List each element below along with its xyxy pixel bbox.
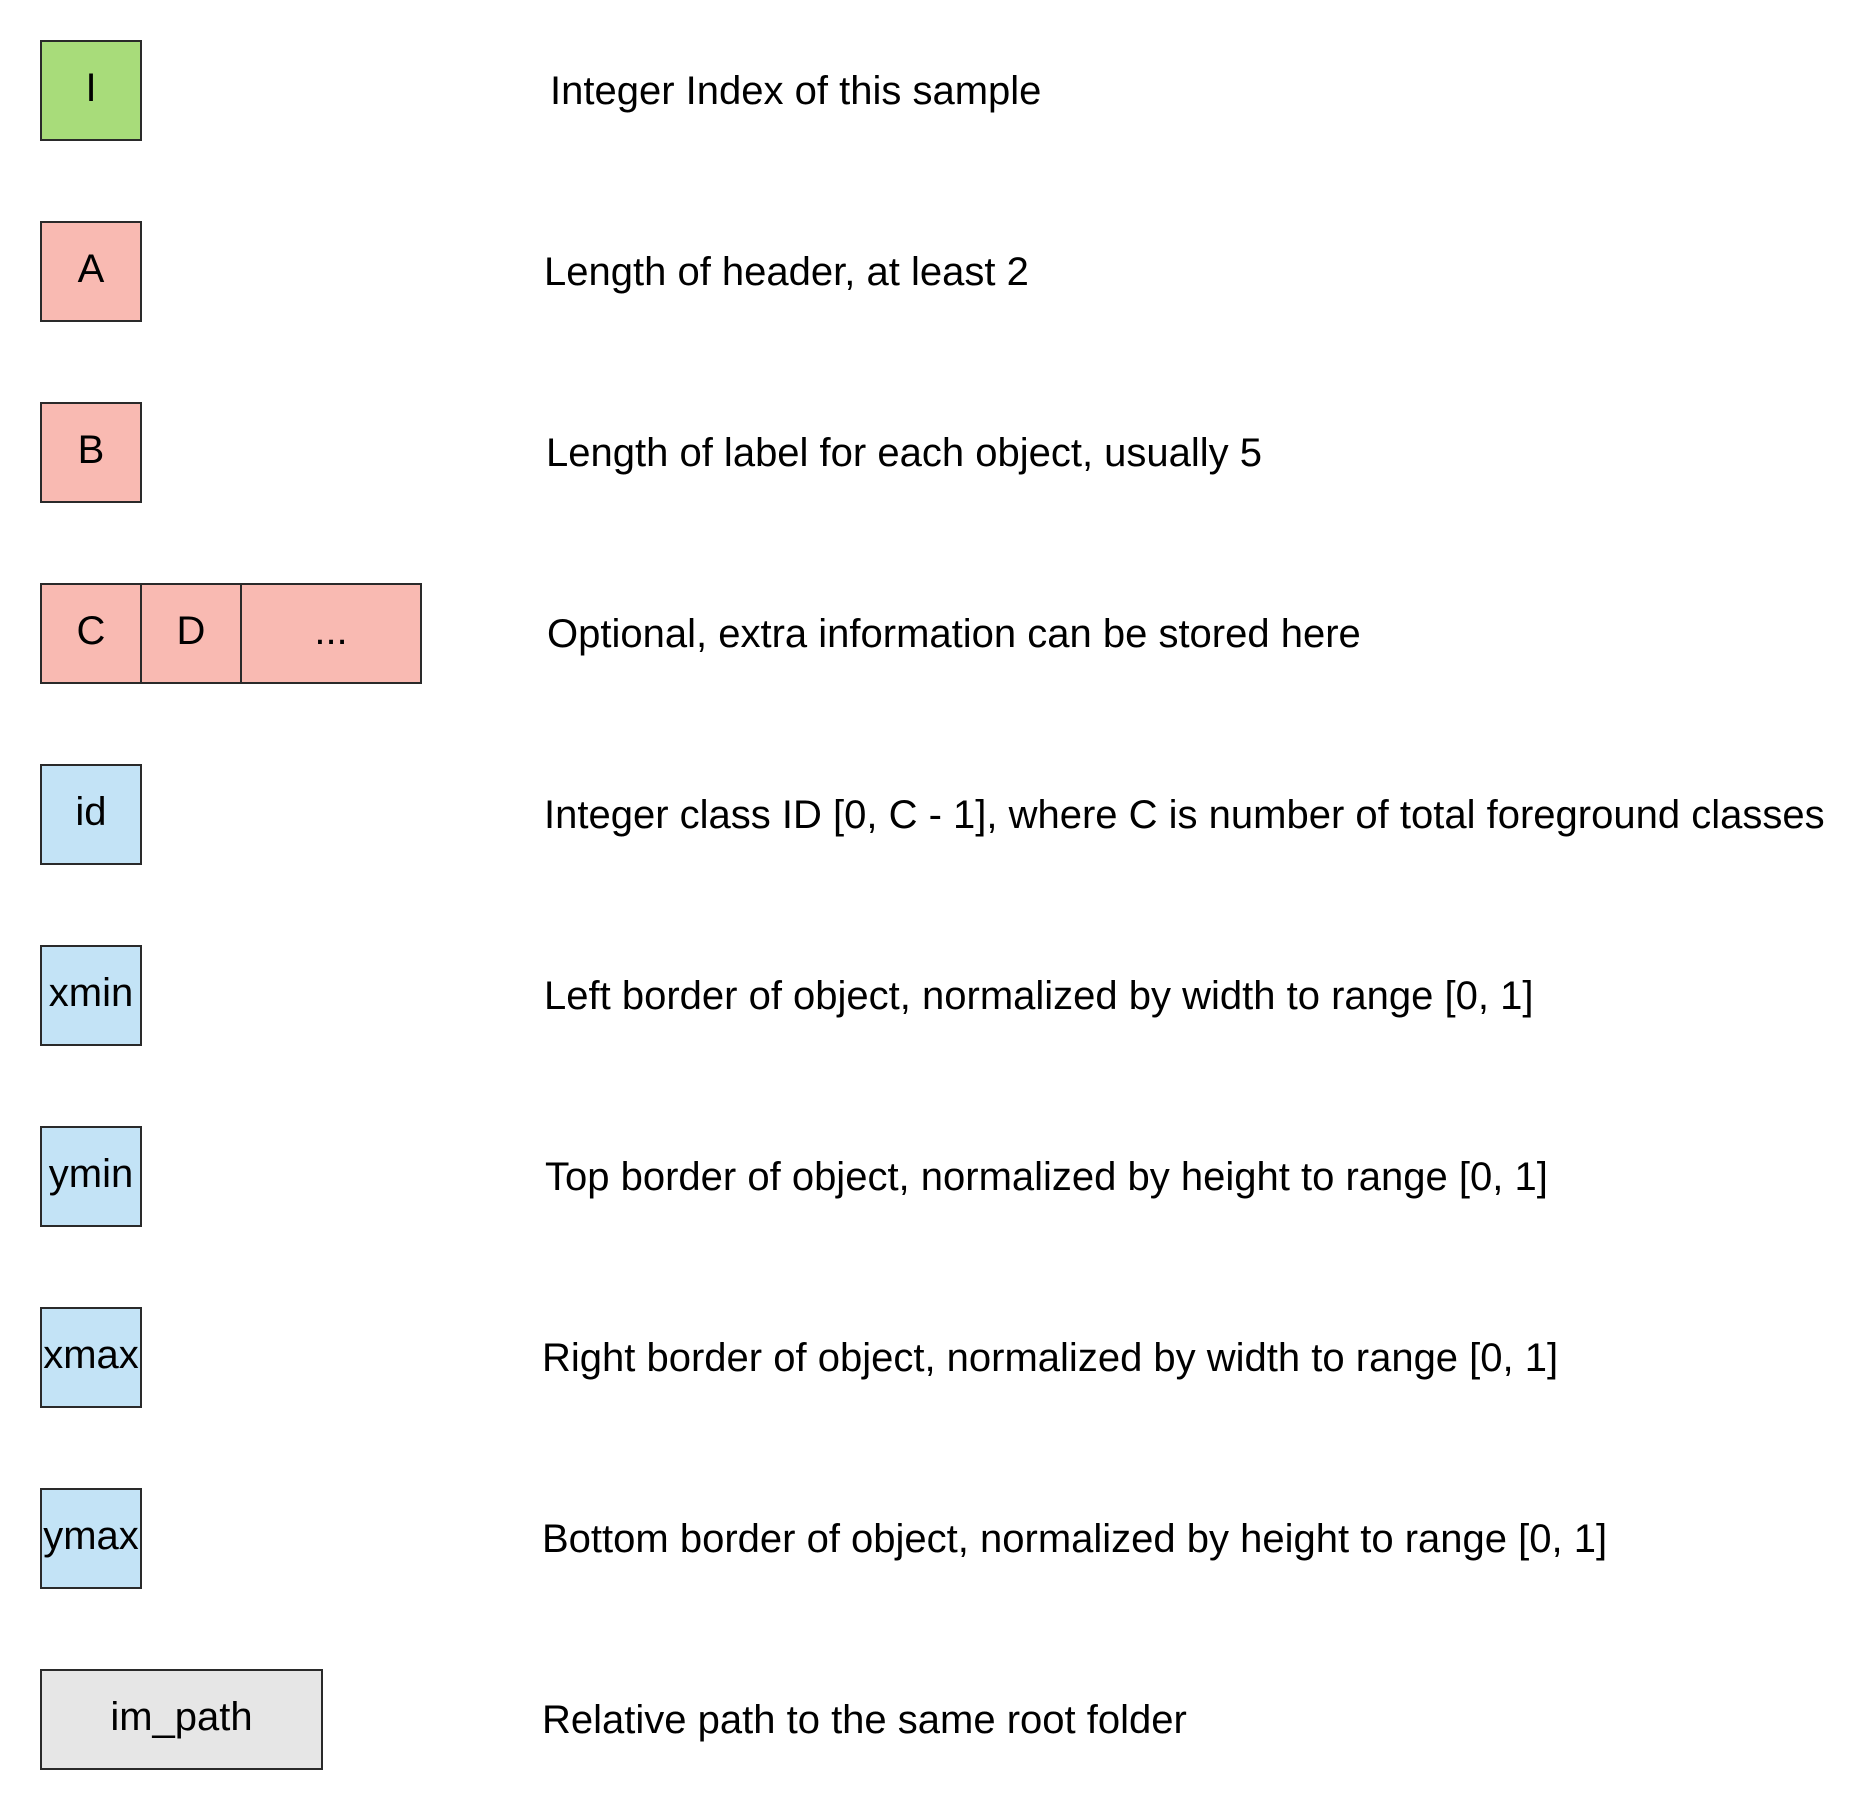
field-description: Relative path to the same root folder	[542, 1697, 1187, 1742]
field-box-ymax: ymax	[40, 1488, 142, 1589]
field-description: Optional, extra information can be store…	[547, 611, 1361, 656]
field-boxes: xmax	[40, 1307, 142, 1408]
field-box-header-length: A	[40, 221, 142, 322]
field-description: Right border of object, normalized by wi…	[542, 1335, 1559, 1380]
row-image-path: im_path Relative path to the same root f…	[0, 1669, 1868, 1770]
row-header-length: A Length of header, at least 2	[0, 221, 1868, 322]
field-box-image-path: im_path	[40, 1669, 323, 1770]
field-boxes: I	[40, 40, 142, 141]
row-label-length: B Length of label for each object, usual…	[0, 402, 1868, 503]
field-box-extra-d: D	[140, 583, 242, 684]
row-xmin: xmin Left border of object, normalized b…	[0, 945, 1868, 1046]
field-description: Left border of object, normalized by wid…	[544, 973, 1534, 1018]
field-box-xmax: xmax	[40, 1307, 142, 1408]
field-description: Length of label for each object, usually…	[546, 430, 1263, 475]
field-boxes: xmin	[40, 945, 142, 1046]
field-description: Bottom border of object, normalized by h…	[542, 1516, 1608, 1561]
row-ymin: ymin Top border of object, normalized by…	[0, 1126, 1868, 1227]
field-boxes: B	[40, 402, 142, 503]
field-boxes: ymin	[40, 1126, 142, 1227]
field-box-label-length: B	[40, 402, 142, 503]
row-xmax: xmax Right border of object, normalized …	[0, 1307, 1868, 1408]
field-boxes: C D ...	[40, 583, 422, 684]
field-boxes: im_path	[40, 1669, 323, 1770]
field-box-index: I	[40, 40, 142, 141]
field-box-extra-c: C	[40, 583, 142, 684]
field-box-xmin: xmin	[40, 945, 142, 1046]
field-boxes: ymax	[40, 1488, 142, 1589]
field-box-ymin: ymin	[40, 1126, 142, 1227]
field-box-class-id: id	[40, 764, 142, 865]
field-boxes: id	[40, 764, 142, 865]
row-index: I Integer Index of this sample	[0, 40, 1868, 141]
row-class-id: id Integer class ID [0, C - 1], where C …	[0, 764, 1868, 865]
row-extra-info: C D ... Optional, extra information can …	[0, 583, 1868, 684]
row-ymax: ymax Bottom border of object, normalized…	[0, 1488, 1868, 1589]
field-description: Top border of object, normalized by heig…	[545, 1154, 1548, 1199]
field-boxes: A	[40, 221, 142, 322]
field-description: Length of header, at least 2	[544, 249, 1029, 294]
field-description: Integer Index of this sample	[550, 68, 1042, 113]
field-box-extra-more: ...	[240, 583, 422, 684]
field-description: Integer class ID [0, C - 1], where C is …	[544, 792, 1825, 837]
